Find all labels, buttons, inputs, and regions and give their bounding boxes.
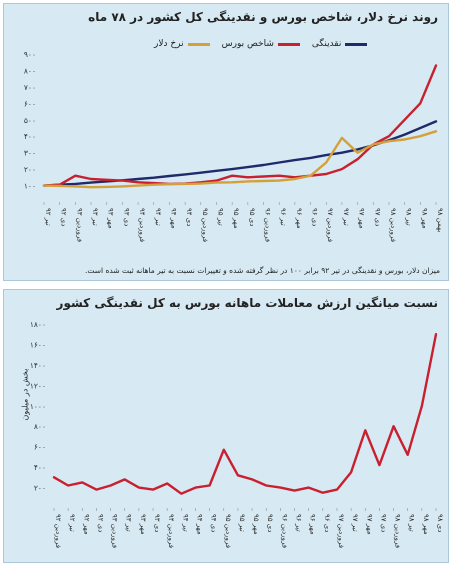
x-tick-label-0-4: مهر ۹۳ bbox=[107, 208, 115, 229]
chart-note-top: میزان دلار، بورس و نقدینگی در تیر ۹۲ برا… bbox=[84, 266, 440, 275]
y-tick-label-1-3: ۸۰۰ bbox=[34, 422, 46, 431]
x-tick-label-0-5: دی ۹۳ bbox=[122, 208, 130, 226]
x-tick-label-1-22: مهر ۹۷ bbox=[365, 514, 373, 535]
x-tick-label-1-15: دی ۹۵ bbox=[266, 514, 274, 532]
y-tick-label-1-8: ۱۸۰۰ bbox=[30, 320, 46, 329]
x-tick-label-0-8: مهر ۹۴ bbox=[169, 208, 177, 229]
y-tick-label-1-0: ۲۰۰ bbox=[34, 484, 46, 493]
y-tick-label-1-5: ۱۲۰۰ bbox=[30, 381, 46, 390]
x-tick-label-1-16: فروردین ۹۶ bbox=[280, 514, 288, 548]
x-tick-label-1-9: تیر ۹۴ bbox=[181, 514, 189, 532]
legend-item-dollar-rate: نرخ دلار bbox=[154, 36, 210, 52]
y-tick-label-1-2: ۶۰۰ bbox=[34, 443, 46, 452]
y-tick-label-1-7: ۱۶۰۰ bbox=[30, 340, 46, 349]
x-tick-label-1-5: تیر ۹۳ bbox=[125, 514, 133, 532]
x-tick-label-1-14: مهر ۹۵ bbox=[252, 514, 260, 535]
x-tick-label-1-21: تیر ۹۷ bbox=[351, 514, 359, 532]
x-tick-label-0-9: دی ۹۴ bbox=[185, 208, 193, 226]
x-tick-label-1-26: مهر ۹۸ bbox=[422, 514, 430, 535]
legend-item-liquidity: نقدینگی bbox=[311, 36, 368, 52]
x-tick-label-0-14: فروردین ۹۶ bbox=[264, 208, 272, 242]
x-tick-label-1-12: فروردین ۹۵ bbox=[224, 514, 232, 548]
x-tick-label-1-2: مهر ۹۲ bbox=[82, 514, 90, 535]
x-tick-label-0-11: تیر ۹۵ bbox=[216, 208, 224, 226]
x-tick-label-0-21: دی ۹۷ bbox=[373, 208, 381, 226]
y-tick-label-0-8: ۹۰۰ bbox=[24, 50, 36, 59]
chart-panel-top: روند نرخ دلار، شاخص بورس و نقدینگی کل کش… bbox=[3, 3, 449, 281]
x-tick-label-0-22: فروردین ۹۸ bbox=[389, 208, 397, 242]
x-tick-label-0-6: فروردین ۹۴ bbox=[138, 208, 146, 242]
legend-swatch-dollar-rate bbox=[187, 42, 210, 46]
x-tick-label-1-0: فروردین ۹۲ bbox=[54, 514, 62, 548]
x-tick-label-0-1: دی ۹۲ bbox=[60, 208, 68, 226]
legend-item-stock-index: شاخص بورس bbox=[222, 36, 300, 52]
x-tick-label-1-8: فروردین ۹۴ bbox=[167, 514, 175, 548]
x-tick-label-1-7: دی ۹۳ bbox=[153, 514, 161, 532]
x-tick-label-1-25: تیر ۹۸ bbox=[408, 514, 416, 532]
x-tick-label-0-7: تیر ۹۴ bbox=[154, 208, 162, 226]
y-tick-label-0-4: ۵۰۰ bbox=[24, 116, 36, 125]
x-tick-label-1-11: دی ۹۴ bbox=[210, 514, 218, 532]
x-tick-label-1-10: مهر ۹۴ bbox=[195, 514, 203, 535]
x-tick-label-1-4: فروردین ۹۳ bbox=[111, 514, 119, 548]
y-tick-label-0-7: ۸۰۰ bbox=[24, 66, 36, 75]
legend-label-dollar-rate: نرخ دلار bbox=[154, 39, 184, 49]
x-tick-label-1-19: دی ۹۶ bbox=[323, 514, 331, 532]
x-tick-label-0-3: تیر ۹۳ bbox=[91, 208, 99, 226]
x-tick-label-1-20: فروردین ۹۷ bbox=[337, 514, 345, 548]
y-tick-label-0-1: ۲۰۰ bbox=[24, 165, 36, 174]
x-tick-label-0-12: مهر ۹۵ bbox=[232, 208, 240, 229]
series-line-1-0 bbox=[52, 333, 438, 495]
y-tick-label-0-5: ۶۰۰ bbox=[24, 99, 36, 108]
chart-plot-bottom: ۲۰۰ ۴۰۰ ۶۰۰ ۸۰۰ ۱۰۰۰ ۱۲۰۰ ۱۴۰۰ ۱۶۰۰ ۱۸۰۰ فروردین … bbox=[30, 320, 444, 548]
legend-swatch-liquidity bbox=[345, 42, 368, 46]
x-tick-label-0-13: دی ۹۵ bbox=[248, 208, 256, 226]
x-tick-label-0-16: مهر ۹۶ bbox=[295, 208, 303, 229]
x-tick-label-0-24: مهر ۹۸ bbox=[420, 208, 428, 229]
chart-title-top: روند نرخ دلار، شاخص بورس و نقدینگی کل کش… bbox=[88, 10, 438, 24]
x-tick-label-0-25: بهمن ۹۸ bbox=[436, 208, 444, 232]
chart-title-bottom: نسبت میانگین ارزش معاملات ماهانه بورس به… bbox=[56, 296, 438, 310]
x-tick-label-0-19: تیر ۹۷ bbox=[342, 208, 350, 226]
x-tick-label-0-15: تیر ۹۶ bbox=[279, 208, 287, 226]
x-tick-label-0-20: مهر ۹۷ bbox=[358, 208, 366, 229]
y-tick-label-1-6: ۱۴۰۰ bbox=[30, 361, 46, 370]
x-tick-label-0-18: فروردین ۹۷ bbox=[326, 208, 334, 242]
x-tick-label-0-23: تیر ۹۸ bbox=[405, 208, 413, 226]
chart-panel-bottom: نسبت میانگین ارزش معاملات ماهانه بورس به… bbox=[3, 289, 449, 563]
y-tick-label-0-2: ۳۰۰ bbox=[24, 149, 36, 158]
x-tick-label-1-6: مهر ۹۳ bbox=[139, 514, 147, 535]
x-tick-label-1-3: دی ۹۲ bbox=[96, 514, 104, 532]
x-tick-label-1-17: تیر ۹۶ bbox=[295, 514, 303, 532]
y-tick-label-1-1: ۴۰۰ bbox=[34, 463, 46, 472]
series-line-0-2 bbox=[42, 130, 438, 189]
x-tick-label-0-0: تیر ۹۲ bbox=[44, 208, 52, 226]
x-tick-label-1-13: تیر ۹۵ bbox=[238, 514, 246, 532]
x-tick-label-1-18: مهر ۹۶ bbox=[309, 514, 317, 535]
chart-legend-top: نقدینگی شاخص بورس نرخ دلار bbox=[154, 36, 368, 52]
x-tick-label-1-1: تیر ۹۲ bbox=[68, 514, 76, 532]
y-tick-label-0-0: ۱۰۰ bbox=[24, 182, 36, 191]
legend-label-stock-index: شاخص بورس bbox=[221, 39, 274, 49]
x-tick-label-0-17: دی ۹۶ bbox=[311, 208, 319, 226]
chart-plot-top: ۱۰۰ ۲۰۰ ۳۰۰ ۴۰۰ ۵۰۰ ۶۰۰ ۷۰۰ ۸۰۰ ۹۰۰ تیر ۹۲ دی ۹۲ فر… bbox=[24, 50, 444, 242]
legend-swatch-stock-index bbox=[277, 42, 300, 46]
x-tick-label-0-2: فروردین ۹۳ bbox=[75, 208, 83, 242]
y-tick-label-0-6: ۷۰۰ bbox=[24, 83, 36, 92]
legend-label-liquidity: نقدینگی bbox=[311, 39, 342, 49]
x-tick-label-0-10: فروردین ۹۵ bbox=[201, 208, 209, 242]
x-tick-label-1-24: فروردین ۹۸ bbox=[394, 514, 402, 548]
x-tick-label-1-23: دی ۹۷ bbox=[379, 514, 387, 532]
y-tick-label-1-4: ۱۰۰۰ bbox=[30, 402, 46, 411]
x-tick-label-1-27: دی ۹۸ bbox=[436, 514, 444, 532]
y-tick-label-0-3: ۴۰۰ bbox=[24, 132, 36, 141]
